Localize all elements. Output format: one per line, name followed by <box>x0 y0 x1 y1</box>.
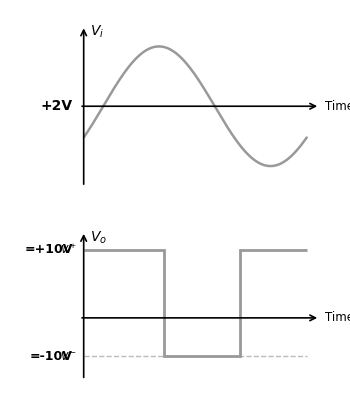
Text: $V^+$: $V^+$ <box>60 243 77 256</box>
Text: =-10V: =-10V <box>30 350 72 363</box>
Text: $V^-$: $V^-$ <box>61 350 77 362</box>
Text: Time: Time <box>324 100 350 113</box>
Text: $V_i$: $V_i$ <box>90 24 105 40</box>
Text: +2V: +2V <box>40 99 72 113</box>
Text: $V_o$: $V_o$ <box>90 229 107 246</box>
Text: =+10V: =+10V <box>24 243 72 256</box>
Text: Time: Time <box>324 311 350 324</box>
